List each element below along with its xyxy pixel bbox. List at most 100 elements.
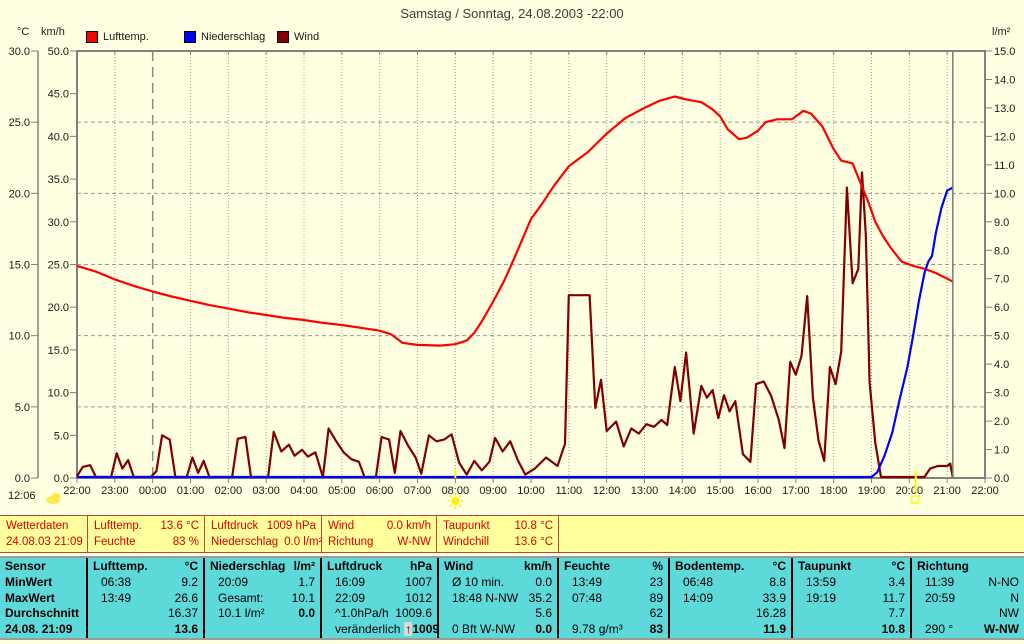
sensor-table: Sensor MinWert MaxWert Durchschnitt 24.08. 2… [0, 556, 1024, 640]
table-column: Sensor MinWert MaxWert Durchschnitt 24.08. 2… [0, 558, 88, 638]
info-label: Niederschlag [211, 535, 279, 548]
x-tick-label: 05:00 [328, 485, 356, 497]
x-tick-label: 21:00 [933, 485, 961, 497]
celsius-axis-unit-label: °C [17, 26, 30, 38]
table-row: 5.6 [444, 606, 552, 622]
cell-label: 06:38 [101, 574, 132, 589]
cell-value: 83 [649, 622, 663, 637]
table-row: 19:19 11.7 [798, 591, 905, 607]
table-row: 07:48 89 [564, 591, 663, 607]
table-column: Niederschlag l/m² 20:09 1.7 Gesamt: 10.1 10.1 … [205, 558, 322, 638]
cell-value: 1007 [405, 574, 432, 589]
c-tick-label: 15.0 [9, 260, 30, 272]
lm2-tick-label: 2.0 [994, 416, 1009, 428]
table-row: 20:59 N [917, 591, 1019, 607]
cell-value: 11.9 [763, 622, 786, 637]
table-column: Feuchte% 13:49 23 07:48 89 62 9.78 g/m³ 83 [559, 558, 670, 638]
info-line: Feuchte 83 % [94, 535, 199, 550]
legend-label-wind: Wind [294, 31, 320, 43]
lm2-tick-label: 0.0 [994, 473, 1009, 485]
info-value: 0.0 km/h [386, 519, 431, 532]
cell-label: 290 ° [925, 622, 954, 637]
kmh-tick-label: 50.0 [48, 46, 69, 58]
sunrise-sun-ray [458, 494, 462, 498]
column-unit: l/m² [293, 559, 315, 573]
info-value: 0.0 l/m² [284, 535, 323, 548]
x-tick-label: 04:00 [290, 485, 318, 497]
cell-label [93, 606, 101, 622]
cell-label [675, 606, 683, 622]
column-header: Bodentemp. [675, 559, 745, 573]
cell-label: 07:48 [572, 590, 603, 605]
cell-value: 1012 [405, 590, 432, 605]
info-cell: Luftdruck 1009 hPa Niederschlag 0.0 l/m² [205, 516, 322, 552]
table-row: 06:38 9.2 [93, 575, 198, 591]
cell-value: 11.7 [882, 590, 905, 605]
lm2-tick-label: 1.0 [994, 445, 1009, 457]
table-header-row: Luftdruck hPa [327, 559, 432, 575]
cell-label: 13:59 [806, 574, 837, 589]
page-title: Samstag / Sonntag, 24.08.2003 -22:00 [400, 6, 624, 21]
x-tick-label: 18:00 [820, 485, 848, 497]
info-line: Niederschlag 0.0 l/m² [211, 535, 322, 550]
cell-value: N-NO [988, 574, 1019, 589]
row-label: Durchschnitt [5, 606, 80, 621]
weather-chart: 0.0 5.0 10.0 15.0 20.0 25.0 30.0 0.0 5.0 10.0 15.0… [9, 46, 1015, 509]
info-label: Luftdruck [211, 519, 259, 532]
x-tick-label: 19:00 [858, 485, 886, 497]
temperature-line [76, 95, 954, 347]
table-row: 14:09 33.9 [675, 591, 786, 607]
legend-label-lufttemp: Lufttemp. [103, 31, 149, 43]
column-header: Taupunkt [798, 559, 852, 573]
legend-item-lufttemp: Lufttemp. [86, 31, 149, 43]
x-tick-label: 22:00 [971, 485, 999, 497]
table-row: 10.8 [798, 622, 905, 638]
info-value: 13.6 °C [160, 519, 199, 532]
x-tick-label: 16:00 [744, 485, 772, 497]
info-label: Richtung [328, 535, 374, 548]
c-tick-label: 20.0 [9, 188, 30, 200]
cell-value: 9.2 [181, 574, 198, 589]
table-header-row: Sensor [5, 559, 81, 575]
cell-value: 0.0 [298, 606, 315, 621]
kmh-tick-label: 35.0 [48, 174, 69, 186]
table-row: 62 [564, 606, 663, 622]
table-row: 22:09 1012 [327, 591, 432, 607]
x-tick-label: 09:00 [479, 485, 507, 497]
table-column: Richtung 11:39 N-NO 20:59 N NW 290 ° W-NW [912, 558, 1024, 638]
x-tick-label: 03:00 [252, 485, 280, 497]
up-arrow-icon: ↑ [404, 622, 413, 637]
table-row: 290 ° W-NW [917, 622, 1019, 638]
x-tick-label: 15:00 [706, 485, 734, 497]
x-tick-label: 11:00 [555, 485, 582, 497]
cell-label [444, 606, 452, 622]
info-bar: Wetterdaten 24.08.03 21:09 Lufttemp. 13.6 °… [0, 515, 1024, 553]
c-tick-label: 0.0 [15, 473, 30, 485]
kmh-tick-label: 0.0 [54, 473, 69, 485]
lm2-tick-label: 14.0 [994, 74, 1015, 86]
cell-value: 23 [649, 574, 663, 589]
column-header: Wind [444, 559, 474, 573]
lm2-tick-label: 7.0 [994, 274, 1009, 286]
table-row: MinWert [5, 575, 81, 591]
cell-label: ^1.0hPa/h [335, 606, 389, 621]
x-tick-label: 07:00 [404, 485, 432, 497]
info-value: W-NW [397, 535, 431, 548]
x-tick-label: 14:00 [669, 485, 697, 497]
cell-value: 13.6 [174, 622, 198, 637]
x-tick-label: 23:00 [101, 485, 129, 497]
corner-time-annotation: 12:06 [8, 490, 36, 502]
table-header-row: Feuchte% [564, 559, 663, 575]
wind-swatch-icon [277, 31, 289, 43]
info-label: Wind [328, 519, 355, 532]
table-row: 7.7 [798, 606, 905, 622]
table-row: 11.9 [675, 622, 786, 638]
x-tick-label: 02:00 [215, 485, 243, 497]
lufttemp-swatch-icon [86, 31, 98, 43]
cell-value: 89 [649, 590, 663, 605]
column-unit: °C [772, 559, 786, 573]
cell-label: 22:09 [335, 590, 366, 605]
cell-value: 5.6 [535, 606, 552, 621]
table-row: 0 Bft W-NW 0.0 [444, 622, 552, 638]
row-label: MinWert [5, 574, 53, 589]
